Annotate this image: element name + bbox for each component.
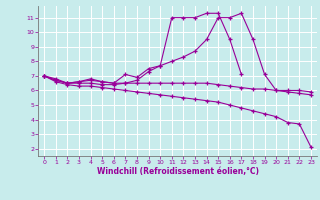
X-axis label: Windchill (Refroidissement éolien,°C): Windchill (Refroidissement éolien,°C): [97, 167, 259, 176]
